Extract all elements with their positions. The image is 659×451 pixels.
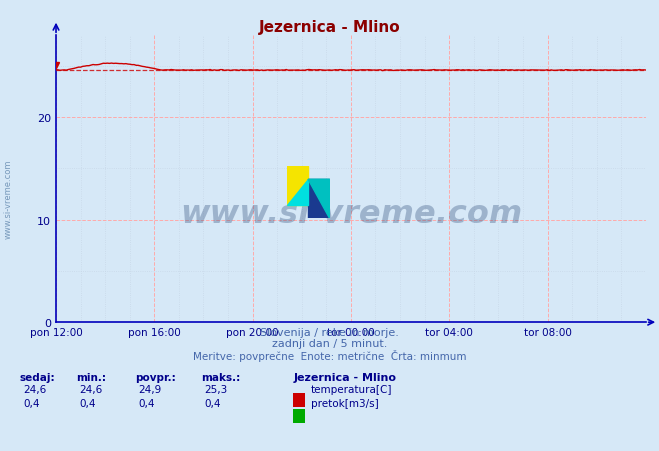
Text: maks.:: maks.:	[201, 372, 241, 382]
Text: povpr.:: povpr.:	[135, 372, 176, 382]
Text: www.si-vreme.com: www.si-vreme.com	[3, 159, 13, 238]
Bar	[287, 167, 308, 206]
Text: temperatura[C]: temperatura[C]	[311, 384, 393, 394]
Text: min.:: min.:	[76, 372, 106, 382]
Text: 0,4: 0,4	[138, 398, 155, 408]
Text: Jezernica - Mlino: Jezernica - Mlino	[259, 20, 400, 35]
Text: Slovenija / reke in morje.: Slovenija / reke in morje.	[260, 327, 399, 337]
Text: 24,9: 24,9	[138, 384, 161, 394]
Text: 25,3: 25,3	[204, 384, 227, 394]
Text: www.si-vreme.com: www.si-vreme.com	[180, 198, 522, 229]
Text: 0,4: 0,4	[204, 398, 221, 408]
Text: 24,6: 24,6	[23, 384, 46, 394]
Polygon shape	[308, 180, 330, 219]
Text: pretok[m3/s]: pretok[m3/s]	[311, 398, 379, 408]
Text: sedaj:: sedaj:	[20, 372, 55, 382]
Text: Meritve: povprečne  Enote: metrične  Črta: minmum: Meritve: povprečne Enote: metrične Črta:…	[192, 350, 467, 362]
Text: zadnji dan / 5 minut.: zadnji dan / 5 minut.	[272, 338, 387, 348]
Text: Jezernica - Mlino: Jezernica - Mlino	[293, 372, 396, 382]
Text: 24,6: 24,6	[79, 384, 102, 394]
Polygon shape	[287, 180, 308, 206]
Text: 0,4: 0,4	[79, 398, 96, 408]
Text: 0,4: 0,4	[23, 398, 40, 408]
Bar	[308, 180, 330, 219]
